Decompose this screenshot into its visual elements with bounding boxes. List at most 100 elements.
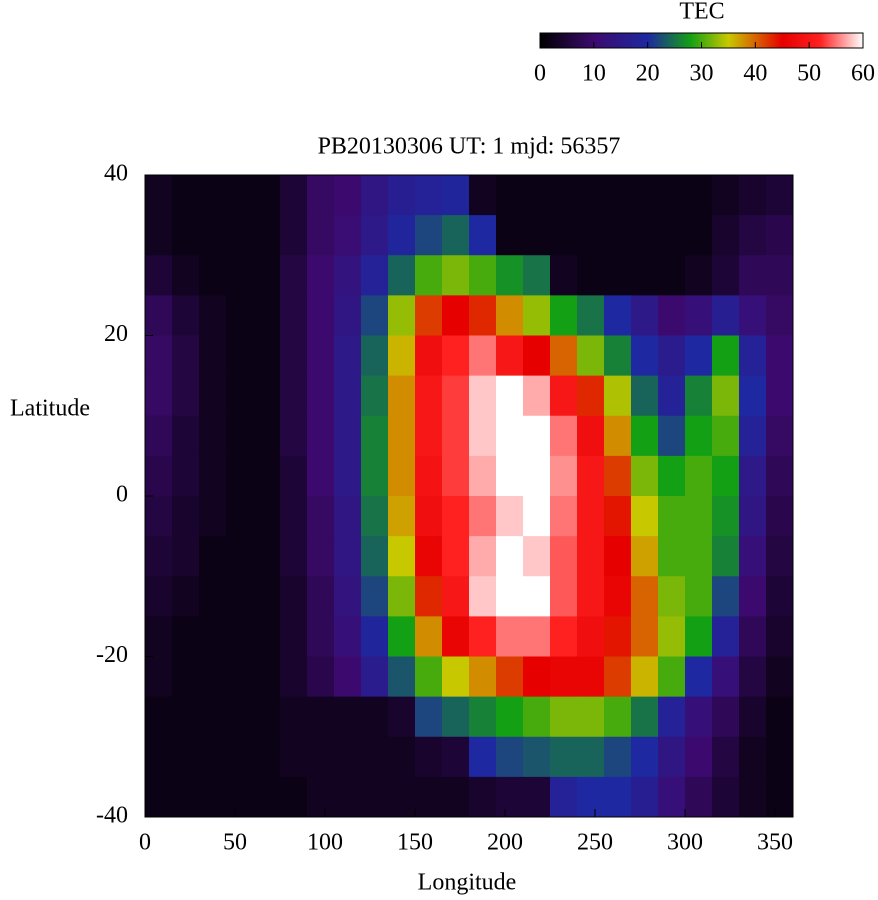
heatmap-cell	[685, 255, 713, 296]
heatmap-cell	[253, 175, 281, 216]
heatmap-cell	[442, 656, 470, 698]
heatmap-cell	[712, 335, 740, 377]
heatmap-cell	[280, 335, 308, 377]
heatmap-cell	[604, 455, 632, 497]
heatmap-cell	[496, 776, 524, 818]
heatmap-cell	[739, 215, 767, 256]
heatmap-cell	[631, 415, 659, 457]
heatmap-cell	[766, 616, 794, 657]
heatmap-cell	[226, 255, 254, 296]
heatmap-cell	[361, 696, 389, 738]
heatmap-cell	[496, 696, 524, 738]
heatmap-cell	[253, 295, 281, 336]
heatmap-cell	[280, 696, 308, 738]
heatmap-cell	[658, 736, 686, 778]
heatmap-cell	[388, 696, 416, 738]
heatmap-cell	[550, 415, 578, 457]
x-tick-label: 200	[487, 830, 523, 856]
colorbar-tick-label: 60	[851, 61, 875, 87]
heatmap-cell	[145, 175, 173, 216]
heatmap-cell	[577, 696, 605, 738]
heatmap-cell	[523, 375, 551, 417]
heatmap-cell	[415, 455, 443, 497]
heatmap-cell	[550, 616, 578, 657]
heatmap-cell	[442, 175, 470, 216]
heatmap-cell	[631, 255, 659, 296]
heatmap-cell	[550, 175, 578, 216]
heatmap-cell	[685, 215, 713, 256]
heatmap-cell	[199, 415, 227, 457]
heatmap-cell	[253, 496, 281, 537]
heatmap-cell	[226, 536, 254, 577]
heatmap-cell	[739, 375, 767, 417]
colorbar-tick-label: 50	[797, 61, 821, 87]
heatmap-cell	[361, 255, 389, 296]
heatmap-cell	[469, 415, 497, 457]
heatmap-cell	[145, 696, 173, 738]
heatmap-cell	[334, 335, 362, 377]
heatmap-cell	[388, 215, 416, 256]
heatmap-cell	[523, 576, 551, 617]
heatmap-cell	[253, 415, 281, 457]
heatmap-cell	[307, 616, 335, 657]
heatmap-cell	[712, 496, 740, 537]
heatmap-cell	[172, 496, 200, 537]
heatmap-cell	[577, 175, 605, 216]
heatmap-cell	[550, 335, 578, 377]
heatmap-cell	[280, 415, 308, 457]
heatmap-cell	[226, 656, 254, 698]
heatmap-cell	[712, 736, 740, 778]
heatmap-cell	[388, 656, 416, 698]
heatmap-cell	[361, 536, 389, 577]
heatmap-cell	[577, 215, 605, 256]
heatmap-cell	[334, 696, 362, 738]
heatmap-cell	[550, 536, 578, 577]
heatmap-cell	[550, 255, 578, 296]
heatmap-cell	[415, 576, 443, 617]
heatmap-cell	[253, 455, 281, 497]
heatmap-cell	[496, 576, 524, 617]
heatmap-cell	[604, 375, 632, 417]
heatmap-cell	[496, 496, 524, 537]
heatmap-cell	[658, 415, 686, 457]
heatmap-cell	[604, 616, 632, 657]
heatmap-cell	[469, 215, 497, 256]
heatmap-cell	[253, 215, 281, 256]
heatmap-cell	[199, 576, 227, 617]
heatmap-cell	[766, 175, 794, 216]
heatmap-cell	[388, 736, 416, 778]
heatmap-cell	[712, 215, 740, 256]
heatmap-cell	[226, 335, 254, 377]
heatmap-cell	[523, 776, 551, 818]
heatmap-cell	[172, 536, 200, 577]
heatmap-cell	[712, 656, 740, 698]
heatmap-cell	[415, 215, 443, 256]
heatmap-cell	[604, 736, 632, 778]
heatmap-cell	[253, 255, 281, 296]
heatmap-cell	[469, 776, 497, 818]
heatmap-cell	[712, 455, 740, 497]
heatmap-cell	[523, 295, 551, 336]
heatmap-cell	[685, 415, 713, 457]
heatmap-cell	[550, 455, 578, 497]
heatmap-cell	[145, 215, 173, 256]
heatmap-cell	[226, 616, 254, 657]
heatmap-cell	[361, 375, 389, 417]
heatmap-cell	[388, 415, 416, 457]
heatmap-cell	[685, 496, 713, 537]
heatmap-cell	[361, 776, 389, 818]
chart-title: PB20130306 UT: 1 mjd: 56357	[318, 134, 621, 160]
heatmap-cell	[631, 656, 659, 698]
heatmap-cell	[712, 255, 740, 296]
heatmap-cell	[280, 616, 308, 657]
heatmap-cell	[766, 496, 794, 537]
heatmap-cell	[334, 536, 362, 577]
heatmap-cell	[685, 576, 713, 617]
heatmap-cell	[307, 696, 335, 738]
heatmap-cell	[199, 175, 227, 216]
heatmap-cell	[658, 255, 686, 296]
heatmap-cell	[442, 776, 470, 818]
heatmap-cell	[469, 496, 497, 537]
heatmap-cell	[469, 656, 497, 698]
heatmap-cell	[145, 455, 173, 497]
